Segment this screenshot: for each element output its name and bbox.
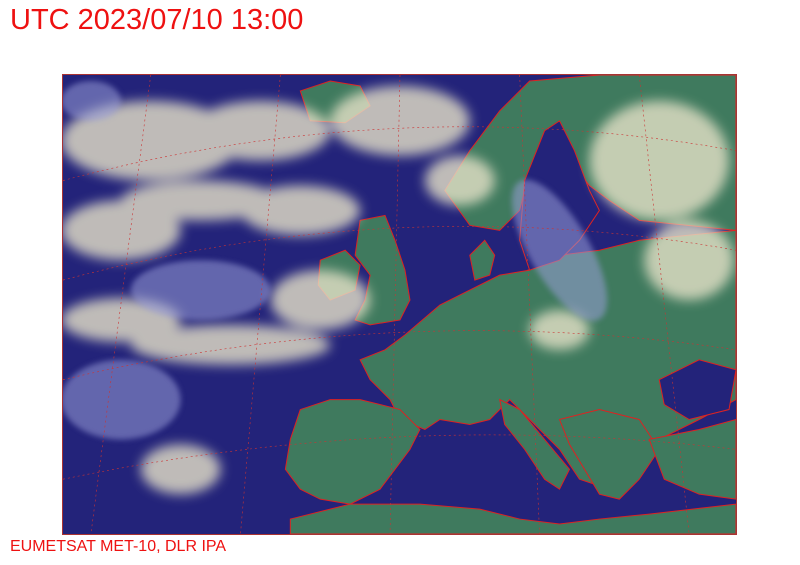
land-north-africa xyxy=(289,503,736,534)
land-masses xyxy=(284,75,736,534)
land-turkey xyxy=(648,418,736,500)
clouds xyxy=(63,85,735,495)
satellite-map[interactable] xyxy=(62,74,737,535)
timestamp-title: UTC 2023/07/10 13:00 xyxy=(10,4,304,36)
black-sea xyxy=(658,359,736,421)
graticule xyxy=(63,75,736,534)
land-italy xyxy=(499,398,571,490)
cloud-bands-bluish xyxy=(63,80,608,440)
land-iberia xyxy=(284,399,421,505)
land-balkans-greece xyxy=(558,409,660,500)
image-credit: EUMETSAT MET-10, DLR IPA xyxy=(10,538,227,555)
land-denmark xyxy=(469,239,496,281)
